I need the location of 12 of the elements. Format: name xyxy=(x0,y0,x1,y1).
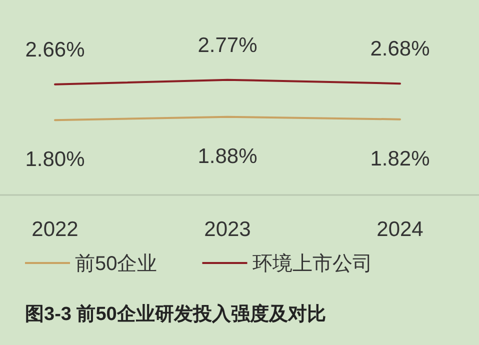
data-label: 1.80% xyxy=(25,148,85,172)
x-tick-label: 2022 xyxy=(32,218,78,241)
data-label: 2.68% xyxy=(370,38,430,61)
data-label: 1.88% xyxy=(198,144,258,168)
data-label: 1.82% xyxy=(370,147,430,170)
legend-label: 环境上市公司 xyxy=(252,253,372,275)
data-label: 2.66% xyxy=(25,38,85,62)
data-label: 2.77% xyxy=(198,34,258,57)
x-tick-label: 2024 xyxy=(376,218,424,241)
text: 图3-3 前50企业研发投入强度及对比 xyxy=(25,303,326,325)
legend-label: 前50企业 xyxy=(75,253,158,275)
x-tick-label: 2023 xyxy=(204,218,251,241)
